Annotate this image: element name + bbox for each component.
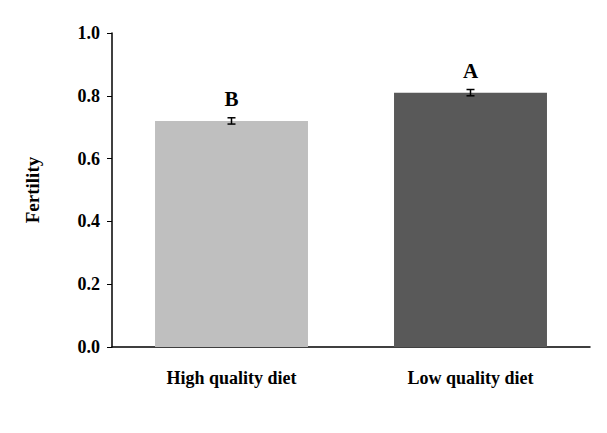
svg-text:0.0: 0.0 [78, 337, 101, 357]
svg-text:0.2: 0.2 [78, 274, 101, 294]
svg-text:A: A [463, 59, 479, 83]
svg-text:1.0: 1.0 [78, 23, 101, 43]
svg-text:B: B [224, 87, 238, 111]
svg-text:High quality diet: High quality diet [166, 368, 296, 388]
svg-text:Low quality diet: Low quality diet [407, 368, 533, 388]
svg-text:0.6: 0.6 [78, 149, 101, 169]
svg-text:0.4: 0.4 [78, 211, 101, 231]
svg-text:Fertility: Fertility [22, 156, 43, 223]
svg-text:0.8: 0.8 [78, 86, 101, 106]
